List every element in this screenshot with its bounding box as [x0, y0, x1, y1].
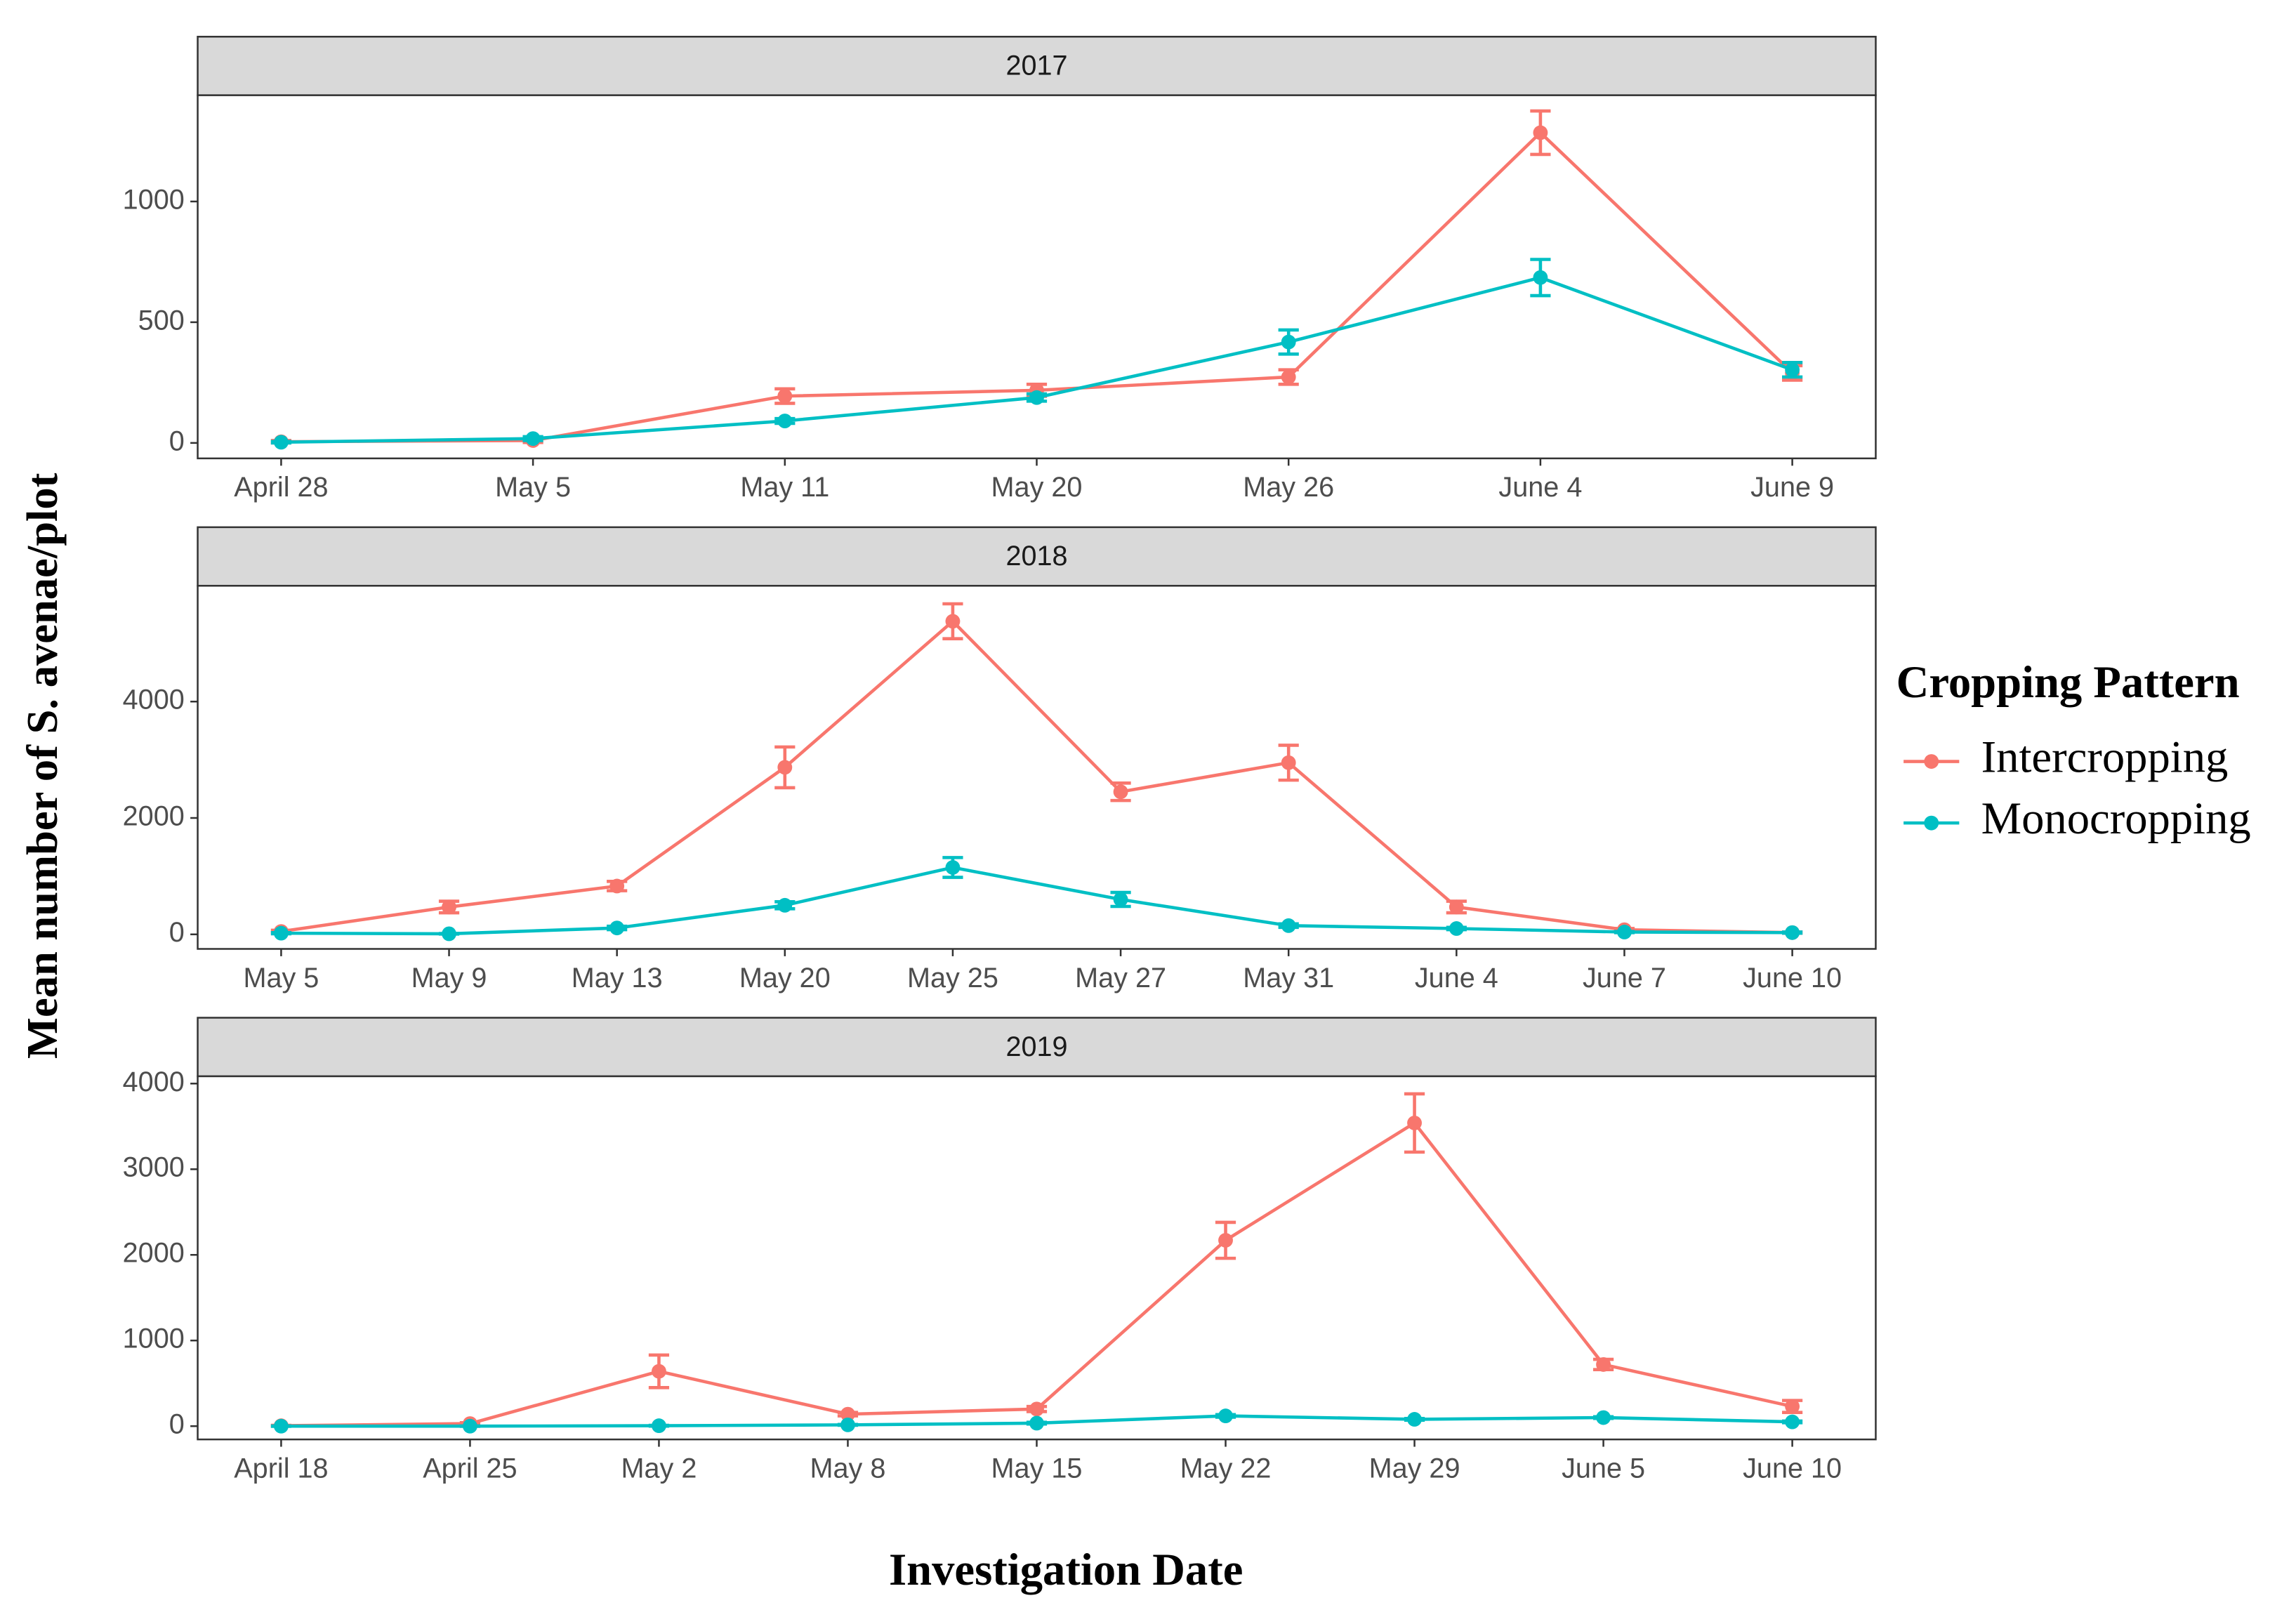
- legend-swatch-point: [1924, 754, 1939, 769]
- x-tick-label: June 9: [1750, 472, 1834, 503]
- y-tick-label: 0: [169, 917, 185, 948]
- y-tick-label: 2000: [123, 1238, 185, 1269]
- x-tick-label: May 15: [991, 1453, 1083, 1484]
- x-tick-label: May 26: [1243, 472, 1334, 503]
- point: [1029, 1401, 1044, 1417]
- point: [1113, 784, 1128, 800]
- x-tick-label: May 11: [740, 472, 829, 503]
- point: [777, 897, 793, 913]
- point: [1785, 1399, 1800, 1414]
- point: [273, 1418, 289, 1434]
- panel-title: 2019: [1005, 1031, 1067, 1062]
- point: [273, 435, 289, 450]
- y-tick-label: 2000: [123, 800, 185, 831]
- point: [945, 860, 961, 875]
- x-tick-label: June 4: [1415, 963, 1498, 993]
- point: [1281, 369, 1296, 385]
- point: [1596, 1410, 1611, 1425]
- series-line: [281, 866, 1793, 936]
- point: [1281, 918, 1296, 933]
- x-tick-label: May 20: [739, 963, 831, 993]
- point: [1596, 1356, 1611, 1372]
- x-tick-label: June 10: [1743, 1453, 1842, 1484]
- x-tick-label: April 28: [234, 472, 328, 503]
- point: [463, 1418, 477, 1434]
- panel-title: 2017: [1005, 51, 1067, 81]
- strip: [197, 35, 1877, 96]
- x-tick-label: May 9: [411, 963, 487, 993]
- point: [442, 926, 456, 942]
- y-axis-title: Mean number of S. avenae/plot: [18, 473, 67, 1059]
- point: [1785, 362, 1800, 378]
- point: [609, 878, 625, 894]
- panel: [197, 1075, 1877, 1441]
- point: [1029, 1415, 1044, 1431]
- panel-title: 2018: [1005, 541, 1067, 572]
- point: [1449, 899, 1464, 915]
- point: [1281, 755, 1296, 770]
- series-line: [281, 619, 1793, 935]
- y-tick-label: 1000: [123, 184, 185, 215]
- point: [273, 925, 289, 941]
- y-tick-label: 0: [169, 425, 185, 456]
- point: [1533, 270, 1548, 285]
- y-tick-label: 500: [138, 305, 185, 336]
- point: [652, 1418, 666, 1434]
- legend-swatch-point: [1924, 815, 1939, 831]
- y-tick-label: 0: [169, 1409, 185, 1440]
- point: [1785, 925, 1800, 940]
- point: [1113, 892, 1128, 907]
- point: [525, 431, 541, 447]
- x-tick-label: May 20: [991, 472, 1083, 503]
- y-tick-label: 3000: [123, 1152, 185, 1183]
- point: [777, 388, 793, 404]
- legend-label: Monocropping: [1981, 793, 2251, 843]
- x-tick-label: June 4: [1498, 472, 1582, 503]
- legend-label: Intercropping: [1981, 731, 2229, 781]
- point: [1218, 1408, 1233, 1424]
- point: [1407, 1412, 1422, 1427]
- point: [1407, 1115, 1422, 1130]
- point: [1449, 921, 1464, 936]
- x-tick-label: May 5: [495, 472, 571, 503]
- point: [652, 1364, 666, 1379]
- point: [1533, 125, 1548, 140]
- point: [1617, 925, 1632, 939]
- point: [945, 614, 961, 629]
- x-tick-label: June 5: [1562, 1453, 1645, 1484]
- x-tick-label: June 10: [1743, 963, 1842, 993]
- point: [442, 899, 456, 915]
- x-tick-label: May 27: [1075, 963, 1166, 993]
- x-tick-label: April 18: [234, 1453, 328, 1484]
- point: [1281, 334, 1296, 350]
- point: [777, 760, 793, 775]
- x-tick-label: May 2: [621, 1453, 697, 1484]
- point: [777, 414, 793, 428]
- point: [840, 1417, 855, 1432]
- x-axis-title: Investigation Date: [889, 1544, 1243, 1595]
- x-tick-label: May 31: [1243, 963, 1334, 993]
- x-tick-label: May 29: [1369, 1453, 1460, 1484]
- strip: [197, 526, 1877, 587]
- x-tick-label: May 5: [243, 963, 319, 993]
- point: [1218, 1233, 1233, 1248]
- point: [1785, 1414, 1800, 1430]
- x-tick-label: April 25: [423, 1453, 517, 1484]
- point: [1029, 390, 1044, 405]
- point: [840, 1406, 855, 1422]
- legend-title: Cropping Pattern: [1896, 656, 2240, 707]
- x-tick-label: May 25: [907, 963, 998, 993]
- y-tick-label: 1000: [123, 1323, 185, 1354]
- x-tick-label: May 13: [572, 963, 663, 993]
- strip: [197, 1017, 1877, 1078]
- y-tick-label: 4000: [123, 685, 185, 715]
- x-tick-label: June 7: [1583, 963, 1666, 993]
- panel: [197, 585, 1877, 950]
- x-tick-label: May 22: [1180, 1453, 1272, 1484]
- x-tick-label: May 8: [810, 1453, 886, 1484]
- point: [609, 920, 625, 936]
- y-tick-label: 4000: [123, 1067, 185, 1097]
